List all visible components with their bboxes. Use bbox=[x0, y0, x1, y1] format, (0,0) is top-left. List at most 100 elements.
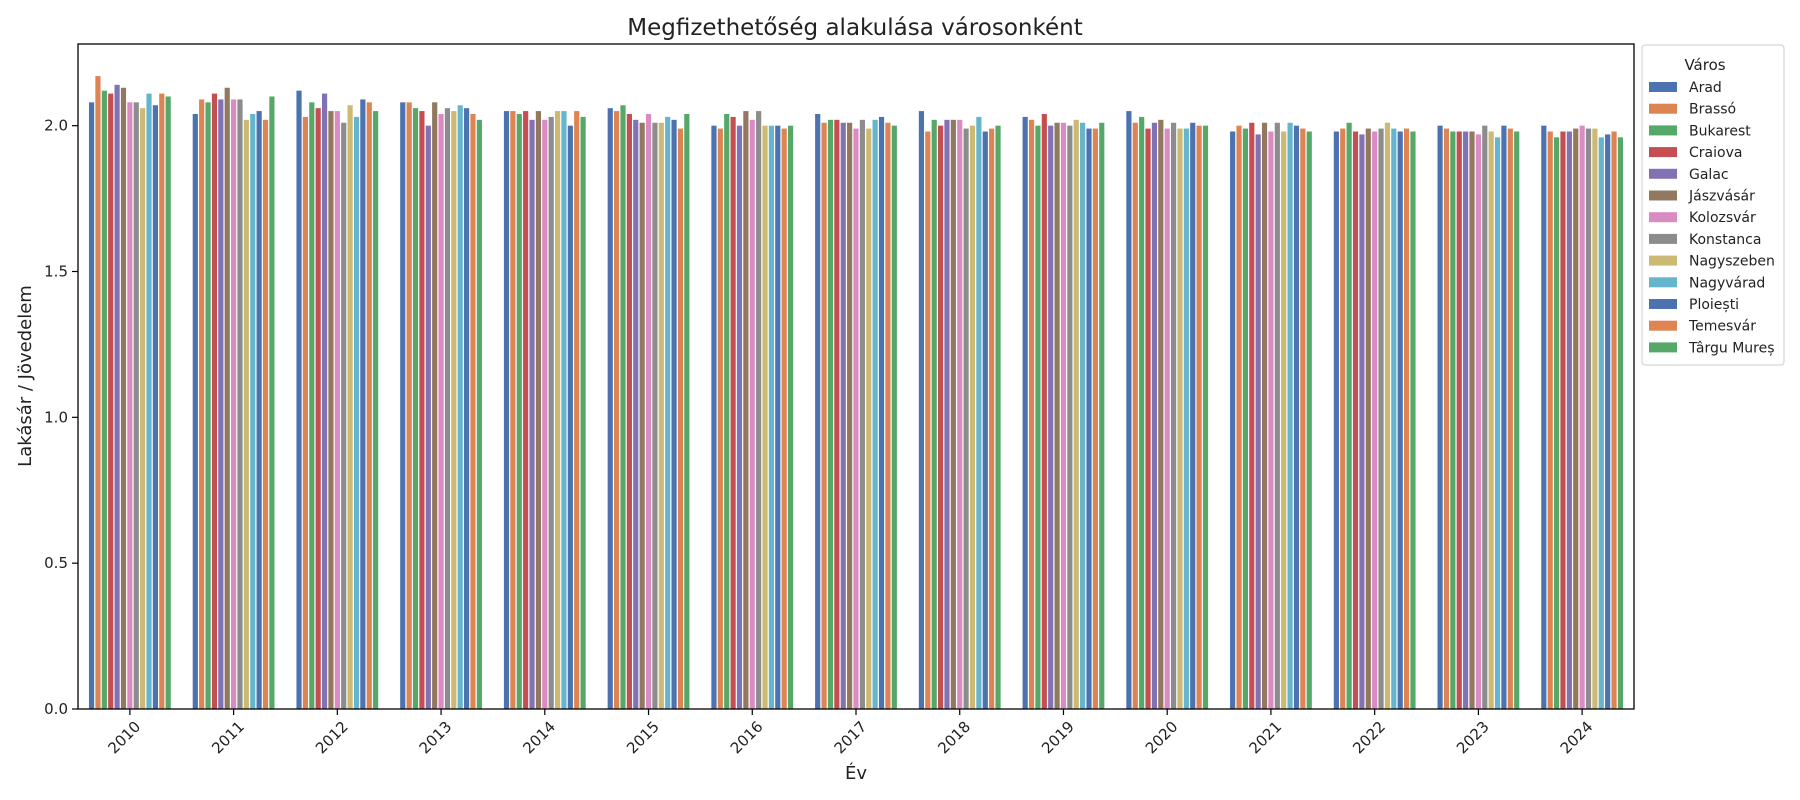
bar bbox=[1403, 128, 1410, 710]
bar bbox=[756, 111, 762, 710]
x-tick-label: 2017 bbox=[831, 718, 871, 758]
bar bbox=[859, 119, 865, 710]
bar bbox=[976, 116, 982, 709]
bar bbox=[1092, 128, 1098, 710]
bar bbox=[237, 99, 243, 709]
chart-title: Megfizethetőség alakulása városonként bbox=[627, 15, 1082, 41]
bar bbox=[542, 119, 548, 710]
bar bbox=[146, 93, 152, 710]
bar bbox=[1300, 128, 1306, 710]
bar bbox=[510, 111, 516, 710]
bar bbox=[937, 125, 944, 709]
bar bbox=[1554, 137, 1560, 710]
bar bbox=[224, 87, 230, 709]
x-axis: 2010 2011 2012 2013 2014 2015 2016 2017 2018 2019… bbox=[104, 709, 1596, 757]
bar bbox=[347, 105, 353, 709]
legend-item-label: Târgu Mureș bbox=[1688, 340, 1775, 356]
bar bbox=[743, 111, 749, 710]
bar bbox=[724, 114, 730, 709]
bar bbox=[88, 102, 95, 710]
legend-swatch bbox=[1649, 277, 1677, 288]
bar bbox=[1274, 122, 1280, 709]
bar bbox=[821, 122, 827, 709]
legend-item-label: Nagyszeben bbox=[1689, 254, 1775, 270]
y-tick-label: 2.0 bbox=[44, 117, 68, 135]
legend-swatch bbox=[1649, 168, 1677, 179]
bar bbox=[302, 116, 309, 709]
legend-swatch bbox=[1649, 212, 1677, 223]
bar bbox=[341, 122, 347, 709]
bar bbox=[840, 122, 846, 709]
bar bbox=[925, 131, 931, 709]
bar bbox=[944, 119, 950, 710]
bar bbox=[878, 116, 885, 709]
bar bbox=[438, 114, 444, 709]
bar bbox=[1352, 131, 1359, 709]
legend-item-label: Brassó bbox=[1689, 102, 1736, 118]
x-tick-label: 2018 bbox=[934, 718, 974, 758]
bar bbox=[645, 114, 652, 709]
bar bbox=[256, 111, 262, 710]
legend-swatch bbox=[1649, 82, 1677, 92]
bar bbox=[671, 119, 677, 710]
bar bbox=[963, 128, 969, 710]
bar bbox=[815, 114, 821, 709]
bar bbox=[457, 105, 463, 709]
bar bbox=[199, 99, 205, 709]
bar bbox=[425, 125, 431, 709]
y-axis: 0.0 0.5 1.0 1.5 2.0 bbox=[44, 117, 78, 718]
bar bbox=[159, 93, 165, 710]
bar bbox=[231, 99, 237, 709]
x-tick-label: 2014 bbox=[519, 718, 559, 758]
bar bbox=[1560, 131, 1566, 709]
bar bbox=[1261, 122, 1268, 709]
bar bbox=[1126, 111, 1132, 710]
bar bbox=[470, 114, 476, 709]
bar bbox=[1450, 131, 1456, 709]
x-tick-label: 2015 bbox=[623, 718, 663, 758]
bar bbox=[95, 76, 101, 710]
bar bbox=[1164, 128, 1170, 710]
bar bbox=[1573, 128, 1579, 710]
bar bbox=[1022, 116, 1028, 709]
bar bbox=[412, 108, 419, 709]
bar bbox=[1035, 125, 1041, 709]
bar bbox=[1340, 128, 1346, 710]
bar bbox=[574, 111, 580, 710]
x-tick-label: 2016 bbox=[727, 718, 767, 758]
bar bbox=[1196, 125, 1202, 709]
bar bbox=[243, 119, 249, 710]
bar bbox=[1579, 125, 1585, 709]
bar bbox=[1287, 122, 1293, 709]
bar bbox=[730, 116, 736, 709]
bar bbox=[360, 99, 366, 709]
bar bbox=[607, 108, 613, 709]
bar bbox=[1488, 131, 1494, 709]
legend-item-label: Kolozsvár bbox=[1689, 210, 1756, 226]
bar bbox=[309, 102, 315, 710]
x-tick-label: 2012 bbox=[312, 718, 352, 758]
bar bbox=[762, 125, 768, 709]
bar bbox=[250, 114, 256, 709]
bar bbox=[1080, 122, 1086, 709]
bar bbox=[1514, 131, 1520, 709]
bar bbox=[1566, 131, 1572, 709]
bar bbox=[1482, 125, 1488, 709]
bar bbox=[1494, 137, 1501, 710]
bar bbox=[1391, 128, 1397, 710]
legend-item-label: Arad bbox=[1689, 80, 1722, 96]
bar bbox=[1236, 125, 1242, 709]
bar bbox=[1346, 122, 1352, 709]
x-tick-label: 2013 bbox=[416, 718, 456, 758]
y-tick-label: 1.0 bbox=[44, 408, 68, 426]
x-tick-label: 2024 bbox=[1557, 718, 1597, 758]
legend-item-label: Ploiești bbox=[1689, 297, 1739, 313]
bar bbox=[989, 128, 995, 710]
bar bbox=[614, 111, 620, 710]
bar bbox=[1060, 122, 1067, 709]
bar bbox=[535, 111, 542, 710]
bar bbox=[1293, 125, 1300, 709]
x-tick-label: 2019 bbox=[1038, 718, 1078, 758]
x-axis-label: Év bbox=[845, 762, 867, 784]
bar bbox=[1132, 122, 1138, 709]
